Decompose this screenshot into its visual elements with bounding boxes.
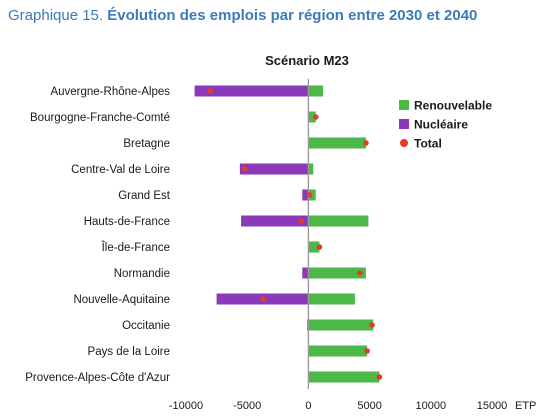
point-total [316,244,323,250]
bar-nucleaire [239,163,309,175]
legend-label: Total [414,137,442,151]
point-total [364,348,370,354]
category-label: Grand Est [118,190,171,202]
category-label: Bretagne [123,138,170,150]
category-label: Pays de la Loire [88,346,170,358]
point-total [298,218,304,224]
category-label: Centre-Val de Loire [71,164,170,176]
category-label: Île-de-France [101,241,170,254]
legend-marker-total [400,139,408,147]
bar-renouvelable [308,163,314,175]
point-total [241,166,248,172]
point-total [369,322,375,328]
total-points-layer [207,88,383,380]
chart-heading: Graphique 15. Évolution des emplois par … [8,7,477,24]
bar-nucleaire [194,85,309,97]
bar-nucleaire [302,189,309,201]
legend-label: Renouvelable [414,99,492,113]
bar-renouvelable [308,137,366,149]
x-tick-label: 15000 [477,400,508,412]
bar-renouvelable [308,111,316,123]
heading-prefix: Graphique 15. [8,7,104,24]
legend-swatch-renouvelable [399,100,409,110]
legend-label: Nucléaire [414,118,468,132]
category-label: Normandie [114,268,170,280]
x-tick-label: -10000 [169,400,203,412]
legend-swatch-nucleaire [399,119,409,129]
category-label: Occitanie [122,320,170,332]
legend: Renouvelable Nucléaire Total [399,99,492,151]
chart-title: Scénario M23 [265,53,349,68]
bar-renouvelable [308,319,374,331]
x-axis-unit: ETP [515,400,536,412]
x-tick-label: -5000 [233,400,261,412]
point-total [207,88,214,94]
category-label: Provence-Alpes-Côte d'Azur [25,372,170,384]
bar-nucleaire [241,215,309,227]
point-total [312,114,319,120]
x-tick-label: 5000 [357,400,381,412]
category-label: Nouvelle-Aquitaine [73,294,170,306]
x-tick-label: 0 [305,400,311,412]
bar-renouvelable [308,241,320,253]
bar-nucleaire [302,267,309,279]
bars-layer [194,85,380,383]
axes-layer: -10000 -5000 0 5000 10000 15000 ETP [169,79,536,412]
point-total [260,296,266,302]
x-tick-label: 10000 [416,400,447,412]
category-label: Auvergne-Rhône-Alpes [50,86,170,98]
category-labels: Auvergne-Rhône-Alpes Bourgogne-Franche-Co… [25,86,171,384]
bar-renouvelable [308,345,368,357]
point-total [363,140,369,146]
heading-title: Évolution des emplois par région entre 2… [107,7,478,24]
point-total [357,270,363,276]
category-label: Bourgogne-Franche-Comté [30,112,170,124]
point-total [376,374,383,380]
bar-renouvelable [308,293,355,305]
bar-renouvelable [308,267,366,279]
category-label: Hauts-de-France [84,216,170,228]
bar-renouvelable [308,371,380,383]
bar-renouvelable [308,85,324,97]
point-total [306,192,313,198]
bar-renouvelable [308,215,369,227]
